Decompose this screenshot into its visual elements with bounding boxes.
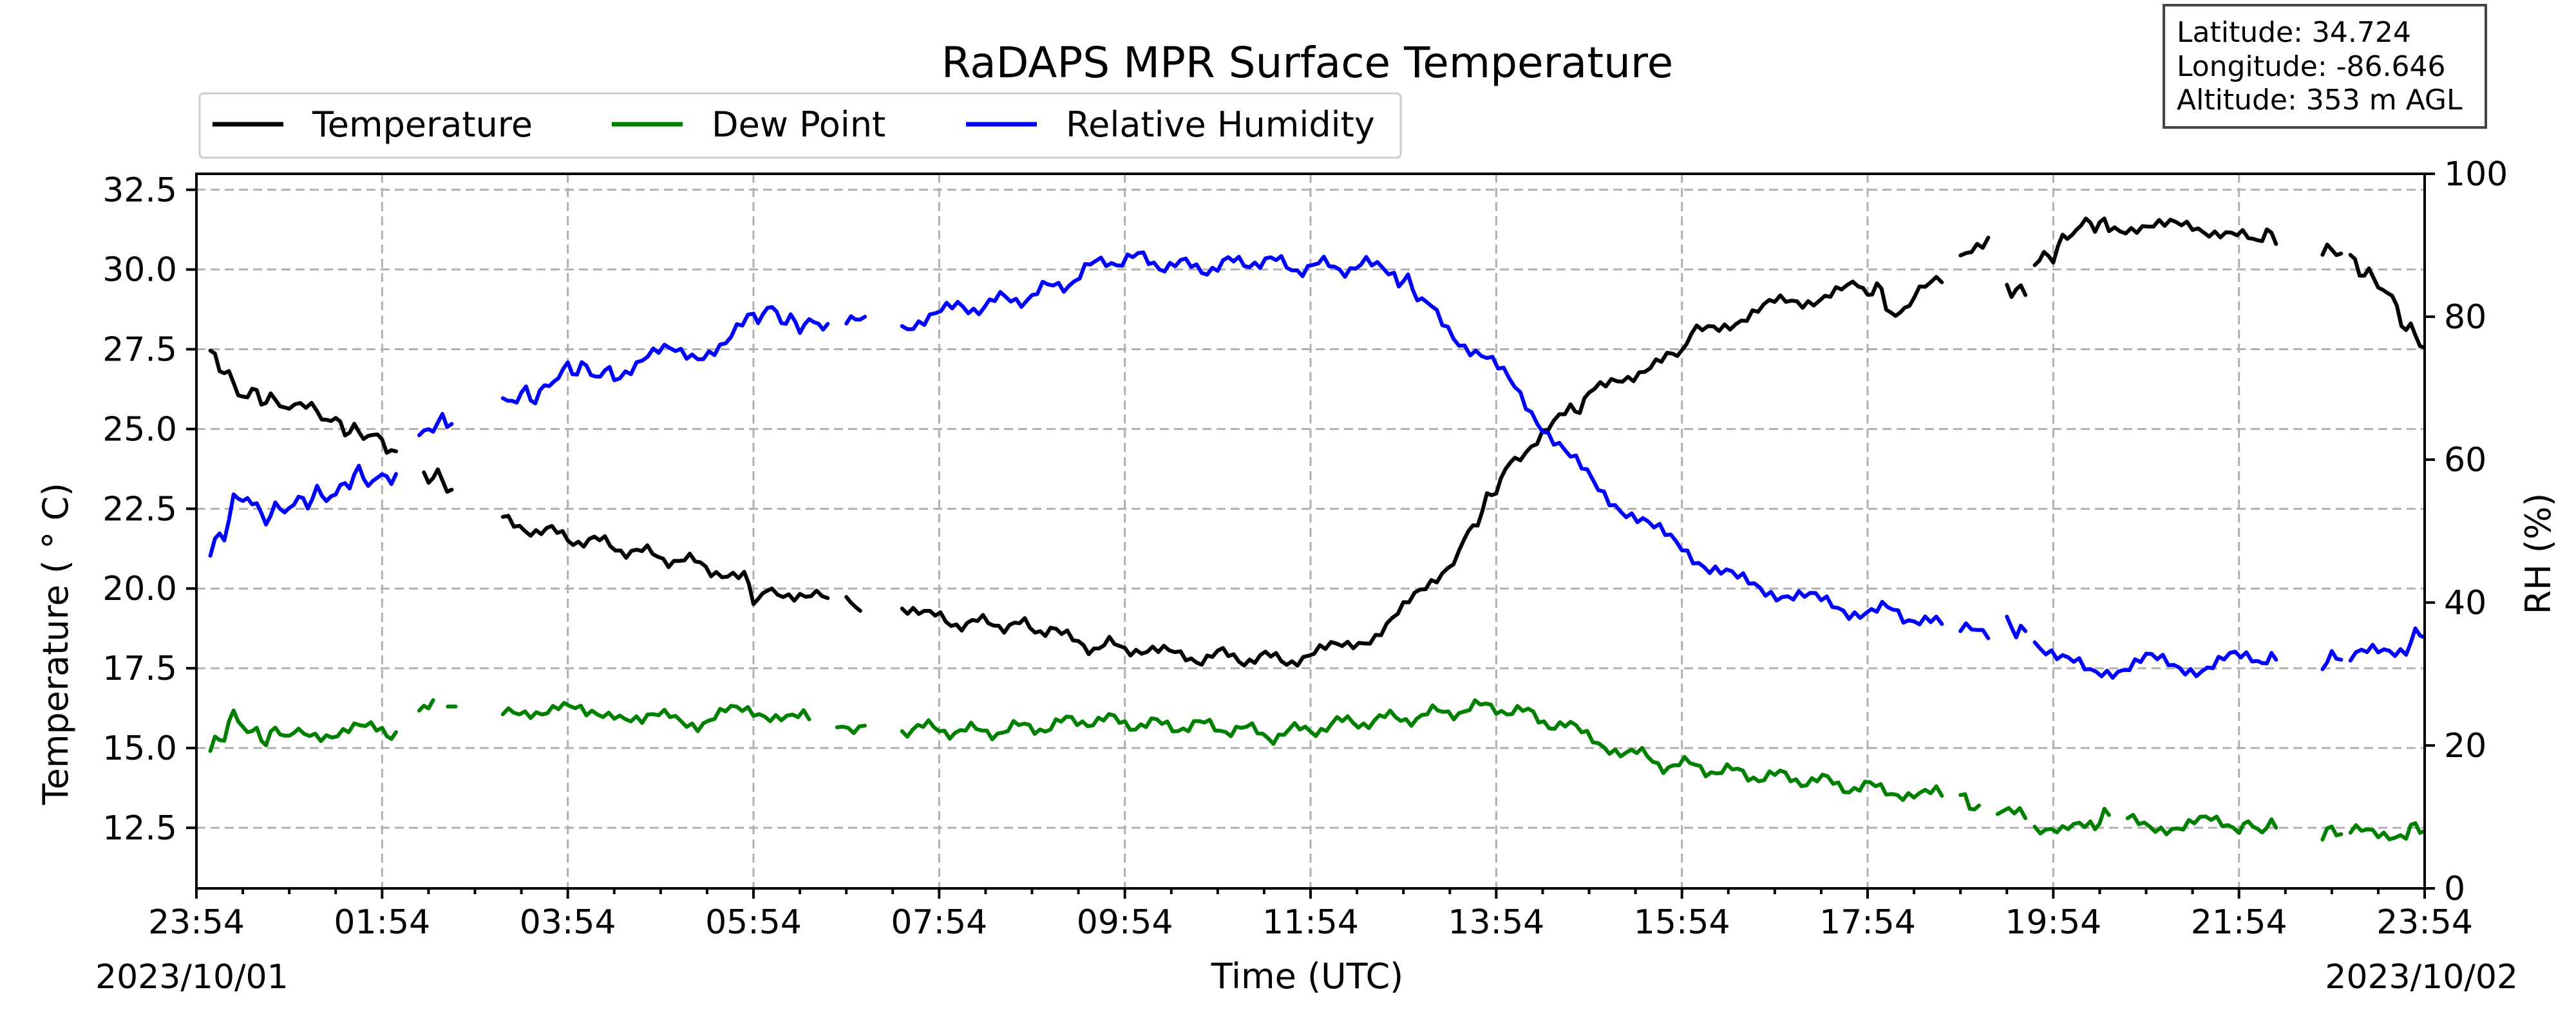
series-segment [844, 314, 867, 326]
legend: Temperature Dew Point Relative Humidity [198, 92, 1402, 159]
series-segment [2005, 614, 2028, 640]
y-tick-label-left: 25.0 [102, 410, 177, 449]
legend-label-temperature: Temperature [312, 104, 533, 145]
y-tick-label-right: 80 [2444, 298, 2486, 337]
series-segment [417, 698, 435, 713]
plot-frame [195, 173, 2426, 890]
series-segment [2320, 825, 2344, 842]
y-tick-label-left: 12.5 [102, 809, 177, 848]
grid [195, 174, 2426, 888]
x-tick-label: 23:54 [2376, 903, 2473, 942]
series-segment [2348, 821, 2425, 841]
series-segment [2125, 812, 2278, 836]
series-segment [1958, 236, 1991, 258]
x-tick-label: 07:54 [891, 903, 987, 942]
date-start-label: 2023/10/01 [95, 958, 289, 997]
y-tick-label-right: 20 [2444, 727, 2486, 765]
series-segment [208, 348, 398, 455]
chart-title: RaDAPS MPR Surface Temperature [942, 38, 1673, 88]
series-segment [2348, 626, 2425, 663]
x-tick-label: 03:54 [520, 903, 616, 942]
series-segment [2032, 807, 2111, 836]
series-segment [208, 464, 398, 558]
series-segment [500, 700, 811, 733]
series-segment [2032, 216, 2278, 267]
series-temperature [208, 216, 2425, 668]
series-segment [1958, 792, 1981, 812]
y-tick-label-left: 27.5 [102, 331, 177, 370]
y-tick-label-left: 17.5 [102, 650, 177, 688]
y-tick-label-left: 32.5 [102, 171, 177, 210]
y-tick-label-right: 40 [2444, 584, 2486, 623]
series-relative-humidity [208, 250, 2425, 680]
y-tick-label-left: 15.0 [102, 729, 177, 768]
x-tick-label: 09:54 [1077, 903, 1173, 942]
y-tick-label-right: 0 [2444, 870, 2465, 908]
series-segment [1995, 806, 2028, 820]
series-segment [2320, 242, 2344, 258]
x-tick-label: 01:54 [334, 903, 430, 942]
series-segment [422, 467, 454, 494]
x-axis-label: Time (UTC) [1211, 956, 1404, 997]
y-tick-label-left: 20.0 [102, 570, 177, 608]
series-segment [2005, 283, 2028, 299]
series-segment [500, 305, 830, 406]
series-segment [900, 250, 1944, 626]
series-segment [2032, 640, 2278, 680]
y-tick-label-right: 60 [2444, 441, 2486, 480]
info-latitude: Latitude: 34.724 [2177, 16, 2411, 49]
series-segment [900, 275, 1944, 668]
series-segment [417, 411, 454, 438]
x-tick-label: 21:54 [2191, 903, 2287, 942]
x-tick-label: 19:54 [2005, 903, 2101, 942]
x-tick-label: 13:54 [1448, 903, 1544, 942]
y-tick-label-left: 30.0 [102, 251, 177, 290]
info-longitude: Longitude: -86.646 [2177, 50, 2445, 83]
x-tick-label: 11:54 [1262, 903, 1359, 942]
series-segment [208, 708, 398, 753]
series-segment [500, 514, 830, 606]
x-tick-label: 05:54 [705, 903, 802, 942]
series-segment [1958, 621, 1991, 641]
y-tick-label-left: 22.5 [102, 490, 177, 529]
y-tick-label-right: 100 [2444, 155, 2508, 194]
series-segment [844, 595, 862, 613]
x-tick-label: 23:54 [148, 903, 245, 942]
info-box: Latitude: 34.724 Longitude: -86.646 Alti… [2163, 4, 2487, 129]
series-dew-point [208, 698, 2425, 842]
y-axis-label-left: Temperature ( ° C) [35, 483, 76, 805]
date-end-label: 2023/10/02 [2325, 958, 2518, 997]
legend-label-relative-humidity: Relative Humidity [1066, 104, 1375, 145]
series-segment [2320, 649, 2344, 671]
axes: 23:54 01:54 03:54 05:54 07:54 09:54 11:54 13:54… [102, 155, 2508, 942]
series-segment [2348, 252, 2425, 351]
series-segment [900, 698, 1944, 802]
x-tick-label: 15:54 [1634, 903, 1730, 942]
info-altitude: Altitude: 353 m AGL [2177, 84, 2463, 117]
legend-label-dew-point: Dew Point [712, 104, 886, 145]
series-segment [835, 724, 867, 735]
y-axis-label-right: RH (%) [2518, 493, 2559, 615]
series-layer [208, 216, 2425, 842]
x-tick-label: 17:54 [1819, 903, 1916, 942]
